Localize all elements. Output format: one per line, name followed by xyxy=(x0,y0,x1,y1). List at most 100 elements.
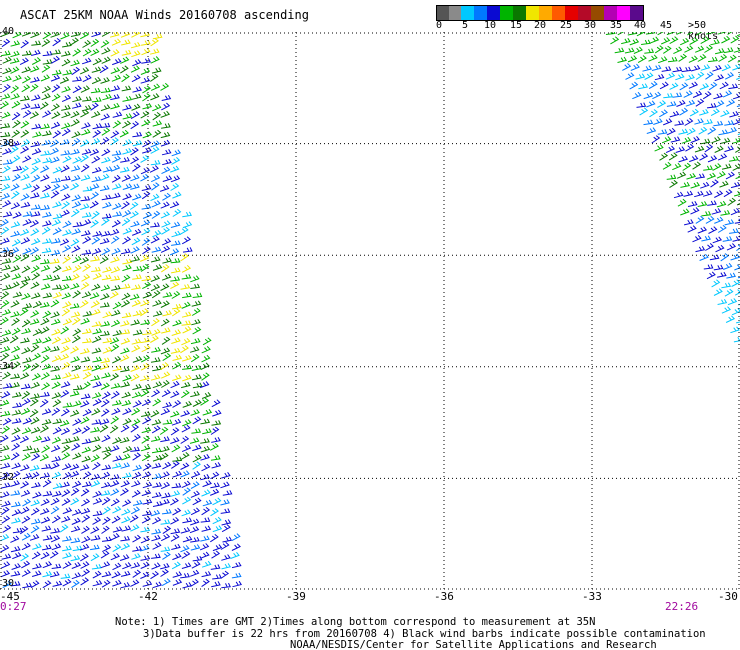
wind-barb xyxy=(674,120,685,126)
wind-barb xyxy=(119,554,130,561)
wind-barb xyxy=(211,436,221,443)
wind-barb xyxy=(51,456,62,463)
wind-barb xyxy=(100,39,110,48)
wind-barb xyxy=(70,487,80,496)
wind-barb xyxy=(61,201,71,210)
wind-barb xyxy=(51,471,62,479)
wind-barb xyxy=(110,382,121,389)
wind-barb xyxy=(181,320,192,326)
wind-barb xyxy=(190,409,200,416)
wind-barb xyxy=(131,433,141,442)
wind-barb xyxy=(22,303,33,309)
wind-barb xyxy=(131,418,141,427)
wind-barb xyxy=(172,303,182,310)
legend-swatch xyxy=(604,6,617,20)
wind-barb xyxy=(132,383,142,391)
wind-barb xyxy=(81,446,92,454)
wind-barb xyxy=(40,264,51,272)
wind-barb xyxy=(62,301,72,309)
wind-barb xyxy=(150,357,161,363)
wind-barb xyxy=(30,281,40,290)
wind-barb xyxy=(111,284,121,291)
wind-barb xyxy=(91,321,102,327)
wind-barb xyxy=(192,461,201,470)
wind-barb xyxy=(132,140,143,147)
wind-barb xyxy=(100,302,110,308)
wind-barb xyxy=(150,409,160,418)
wind-barb xyxy=(142,291,153,299)
wind-barb xyxy=(202,499,213,507)
wind-barb xyxy=(61,515,71,523)
wind-barb xyxy=(82,365,93,372)
wind-barb xyxy=(212,497,222,506)
wind-barb xyxy=(182,211,192,218)
wind-barb xyxy=(120,347,130,355)
wind-barb xyxy=(720,253,729,262)
wind-barb xyxy=(200,397,210,406)
wind-barb xyxy=(162,551,171,560)
wind-barb xyxy=(663,118,673,126)
wind-barb xyxy=(61,58,71,67)
wind-barb xyxy=(50,121,61,129)
wind-barb xyxy=(121,217,131,227)
wind-barb xyxy=(617,56,627,63)
wind-barb xyxy=(81,212,92,218)
wind-barb xyxy=(160,362,169,371)
wind-barb xyxy=(50,497,60,506)
wind-barb xyxy=(52,284,62,290)
wind-barb xyxy=(733,46,740,53)
wind-barb xyxy=(0,93,11,100)
wind-barb xyxy=(111,155,122,163)
wind-barb xyxy=(59,524,69,533)
wind-barb xyxy=(10,93,20,100)
wind-barb xyxy=(720,137,731,144)
wind-barb xyxy=(150,193,160,202)
wind-barb xyxy=(132,86,142,93)
wind-barb xyxy=(132,569,142,578)
wind-barb xyxy=(130,65,140,73)
wind-barb xyxy=(42,59,53,65)
legend-swatch xyxy=(474,6,487,20)
wind-barb xyxy=(190,481,200,489)
wind-barb xyxy=(171,267,181,274)
wind-barb xyxy=(91,32,101,38)
wind-barb xyxy=(170,182,180,191)
wind-barb xyxy=(211,420,222,426)
wind-barb xyxy=(82,96,92,102)
wind-barb xyxy=(160,283,170,291)
wind-barb xyxy=(172,191,182,199)
wind-barb xyxy=(172,400,182,408)
wind-barb xyxy=(644,48,655,54)
wind-barb xyxy=(643,92,654,100)
wind-barb xyxy=(91,97,102,103)
wind-barb xyxy=(672,66,683,73)
wind-barb xyxy=(130,246,140,254)
legend-tick-label: 5 xyxy=(462,20,469,31)
wind-barb xyxy=(151,210,161,219)
wind-barb xyxy=(1,363,11,370)
wind-barb xyxy=(60,427,71,436)
wind-barb xyxy=(31,272,41,281)
wind-barb xyxy=(200,445,211,453)
wind-barb xyxy=(122,183,133,190)
wind-barb xyxy=(41,363,52,371)
wind-barb xyxy=(141,398,152,407)
wind-barb xyxy=(40,391,50,397)
wind-barb xyxy=(29,111,40,119)
wind-barb xyxy=(21,569,31,577)
wind-barb xyxy=(180,345,189,354)
wind-barb xyxy=(21,560,31,569)
wind-barb xyxy=(707,126,717,135)
wind-barb xyxy=(61,111,71,119)
wind-barb xyxy=(131,32,141,38)
wind-barb xyxy=(130,524,140,532)
wind-barb xyxy=(52,213,63,220)
wind-barb xyxy=(171,418,182,426)
wind-barb xyxy=(62,535,72,542)
wind-barb xyxy=(672,162,682,171)
wind-barb xyxy=(32,338,43,345)
wind-barb xyxy=(112,301,122,310)
wind-barb xyxy=(132,471,142,479)
wind-barb xyxy=(92,57,102,66)
wind-barb xyxy=(132,131,143,138)
